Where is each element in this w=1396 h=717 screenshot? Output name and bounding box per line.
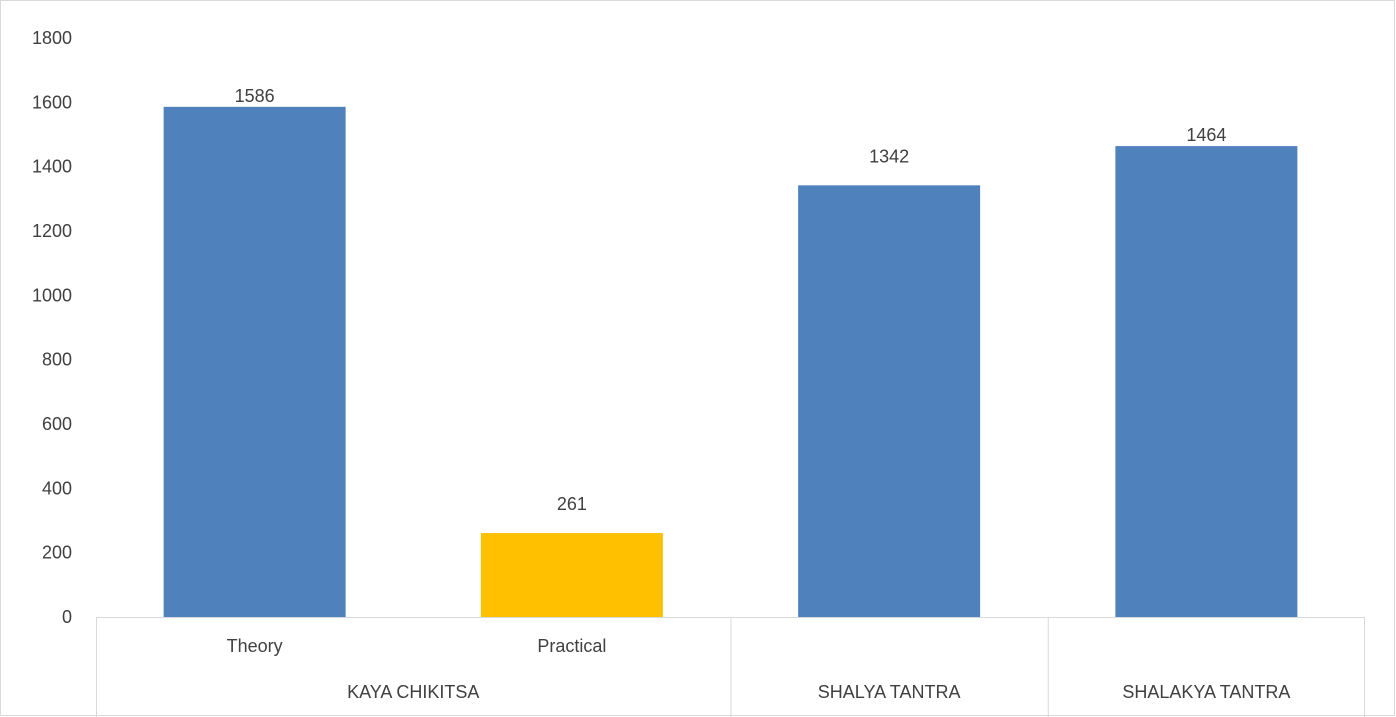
y-tick-label: 1200: [32, 221, 72, 241]
group-label: SHALYA TANTRA: [818, 682, 961, 702]
data-label: 1586: [235, 86, 275, 106]
y-tick-label: 1000: [32, 285, 72, 305]
data-label: 1342: [869, 146, 909, 166]
y-tick-label: 800: [42, 350, 72, 370]
data-label: 261: [557, 494, 587, 514]
group-label: SHALAKYA TANTRA: [1122, 682, 1290, 702]
category-label: Theory: [227, 636, 283, 656]
category-label: Practical: [537, 636, 606, 656]
y-tick-label: 600: [42, 414, 72, 434]
y-tick-label: 1800: [32, 28, 72, 48]
bar: [163, 106, 346, 617]
data-label: 1464: [1186, 125, 1226, 145]
group-label: KAYA CHIKITSA: [347, 682, 479, 702]
bar: [1115, 146, 1298, 617]
bar: [480, 533, 663, 617]
y-tick-label: 0: [62, 607, 72, 627]
y-tick-label: 1600: [32, 92, 72, 112]
y-tick-label: 400: [42, 478, 72, 498]
bar: [798, 185, 981, 617]
y-tick-label: 1400: [32, 157, 72, 177]
y-tick-label: 200: [42, 543, 72, 563]
